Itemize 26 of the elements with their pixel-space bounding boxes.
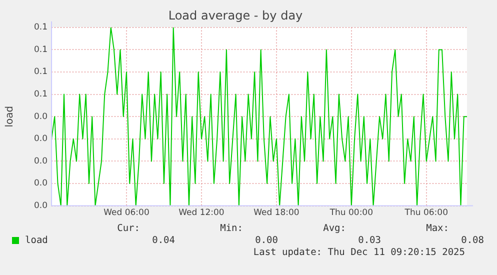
y-tick-label: 0.1 — [34, 67, 48, 78]
y-tick-label: 0.0 — [34, 112, 48, 122]
chart-title: Load average - by day — [168, 8, 303, 22]
y-tick-label: 0.1 — [34, 22, 48, 33]
y-tick-label: 0.0 — [34, 134, 48, 144]
y-tick-label: 0.1 — [34, 44, 48, 55]
legend-label: load — [25, 234, 48, 246]
text: 0.00 — [254, 234, 278, 246]
text: Max: — [425, 222, 450, 234]
text: Cur: — [116, 222, 141, 234]
y-tick-label: 0.1 — [34, 90, 48, 100]
text: 0.04 — [151, 234, 175, 246]
text: Min: — [219, 222, 244, 234]
x-tick-label: Thu 00:00 — [328, 208, 373, 218]
y-tick-label: 0.0 — [34, 156, 48, 166]
x-tick-label: Wed 06:00 — [104, 208, 150, 218]
x-tick-label: Wed 18:00 — [254, 208, 300, 218]
y-tick-label: 0.0 — [34, 201, 48, 212]
text: Avg: — [322, 222, 347, 234]
text: 0.03 — [357, 234, 381, 246]
y-tick-label: 0.0 — [34, 178, 48, 189]
x-tick-label: Wed 12:00 — [178, 208, 224, 218]
x-tick-label: Thu 06:00 — [404, 208, 448, 218]
text: 0.08 — [460, 234, 484, 246]
text: Last update: Thu Dec 11 09:20:15 2025 — [252, 246, 465, 258]
y-axis-title: load — [4, 106, 16, 128]
